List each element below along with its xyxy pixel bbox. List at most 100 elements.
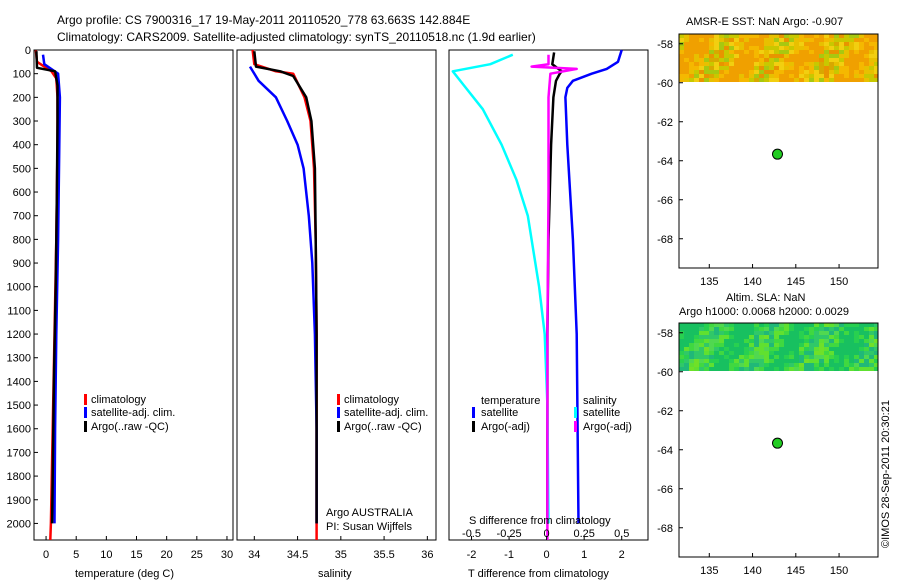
heatmap-cell xyxy=(784,50,790,55)
heatmap-cell xyxy=(829,62,835,67)
heatmap-cell xyxy=(849,359,855,364)
heatmap-cell xyxy=(789,343,795,348)
heatmap-cell xyxy=(724,34,730,39)
y-tick-label: 1000 xyxy=(7,282,31,294)
heatmap-cell xyxy=(754,323,760,328)
heatmap-cell xyxy=(869,363,875,368)
heatmap-cell xyxy=(704,335,710,340)
heatmap-cell xyxy=(834,351,840,356)
heatmap-cell xyxy=(724,78,730,82)
heatmap-cell xyxy=(714,58,720,63)
heatmap-cell xyxy=(844,34,850,39)
sla-map-panel: Altim. SLA: NaN Argo h1000: 0.0068 h2000… xyxy=(657,292,879,577)
heatmap-cell xyxy=(799,331,805,336)
heatmap-cell xyxy=(709,351,715,356)
legend-label-satellite: satellite-adj. clim. xyxy=(344,407,428,419)
heatmap-cell xyxy=(734,351,740,356)
x-tick-label: -2 xyxy=(467,549,477,561)
heatmap-cell xyxy=(749,343,755,348)
heatmap-cell xyxy=(864,355,870,360)
heatmap-cell xyxy=(689,74,695,79)
heatmap-cell xyxy=(694,38,700,43)
heatmap-cell xyxy=(804,347,810,352)
heatmap-cell xyxy=(819,363,825,368)
x-tick-label: 35 xyxy=(335,549,347,561)
heatmap-cell xyxy=(864,54,870,59)
heatmap-cell xyxy=(764,355,770,360)
heatmap-cell xyxy=(789,42,795,47)
heatmap-cell xyxy=(749,323,755,328)
heatmap-cell xyxy=(794,70,800,75)
heatmap-cell xyxy=(824,34,830,39)
legend-swatch-sal-satellite xyxy=(574,407,577,418)
heatmap-cell xyxy=(709,359,715,364)
heatmap-cell xyxy=(809,351,815,356)
heatmap-cell xyxy=(809,50,815,55)
heatmap-cell xyxy=(794,371,800,376)
heatmap-cell xyxy=(769,66,775,71)
heatmap-cell xyxy=(799,46,805,51)
heatmap-cell xyxy=(874,347,878,352)
heatmap-cell xyxy=(834,74,840,79)
heatmap-cell xyxy=(804,74,810,79)
heatmap-cell xyxy=(679,363,685,368)
legend-swatch-climatology xyxy=(337,394,340,405)
heatmap-cell xyxy=(854,359,860,364)
heatmap-cell xyxy=(789,355,795,360)
argo-institution: Argo AUSTRALIA xyxy=(326,507,413,519)
heatmap-cell xyxy=(769,363,775,368)
heatmap-cell xyxy=(704,82,710,87)
heatmap-cell xyxy=(839,50,845,55)
sal-diff-tick-label: -0.5 xyxy=(462,528,481,540)
heatmap-cell xyxy=(854,78,860,82)
heatmap-cell xyxy=(694,347,700,352)
heatmap-cell xyxy=(679,34,685,39)
heatmap-cell xyxy=(769,42,775,47)
heatmap-cell xyxy=(724,54,730,59)
heatmap-cell xyxy=(804,66,810,71)
heatmap-cell xyxy=(679,62,685,67)
heatmap-cell xyxy=(789,327,795,332)
heatmap-cell xyxy=(779,335,785,340)
map-y-tick-label: -64 xyxy=(657,156,673,168)
heatmap-cell xyxy=(859,66,865,71)
heatmap-cell xyxy=(744,74,750,79)
heatmap-cell xyxy=(799,371,805,376)
heatmap-cell xyxy=(729,343,735,348)
heatmap-cell xyxy=(794,355,800,360)
heatmap-cell xyxy=(849,331,855,336)
heatmap-cell xyxy=(714,78,720,82)
heatmap-cell xyxy=(729,82,735,87)
heatmap-cell xyxy=(854,343,860,348)
heatmap-cell xyxy=(704,54,710,59)
heatmap-cell xyxy=(744,339,750,344)
heatmap-cell xyxy=(699,38,705,43)
heatmap-cell xyxy=(764,58,770,63)
heatmap-cell xyxy=(744,343,750,348)
heatmap-cell xyxy=(724,351,730,356)
heatmap-cell xyxy=(874,355,878,360)
heatmap-cell xyxy=(849,367,855,371)
heatmap-cell xyxy=(699,62,705,67)
heatmap-cell xyxy=(774,42,780,47)
heatmap-cell xyxy=(734,363,740,368)
legend-swatch-satellite xyxy=(337,407,340,418)
imos-watermark: ©IMOS 28-Sep-2011 20:30:21 xyxy=(880,400,892,548)
heatmap-cell xyxy=(704,74,710,79)
heatmap-cell xyxy=(849,327,855,332)
heatmap-cell xyxy=(804,58,810,63)
heatmap-cell xyxy=(774,66,780,71)
heatmap-cell xyxy=(764,54,770,59)
heatmap-cell xyxy=(764,351,770,356)
heatmap-cell xyxy=(709,46,715,51)
y-tick-label: 1500 xyxy=(7,400,31,412)
heatmap-cell xyxy=(834,70,840,75)
heatmap-cell xyxy=(684,347,690,352)
heatmap-cell xyxy=(724,62,730,67)
legend-label-argo: Argo(..raw -QC) xyxy=(344,421,422,433)
x-tick-label: 34 xyxy=(248,549,260,561)
heatmap-cell xyxy=(714,82,720,87)
heatmap-cell xyxy=(769,62,775,67)
heatmap-cell xyxy=(789,351,795,356)
heatmap-cell xyxy=(779,38,785,43)
